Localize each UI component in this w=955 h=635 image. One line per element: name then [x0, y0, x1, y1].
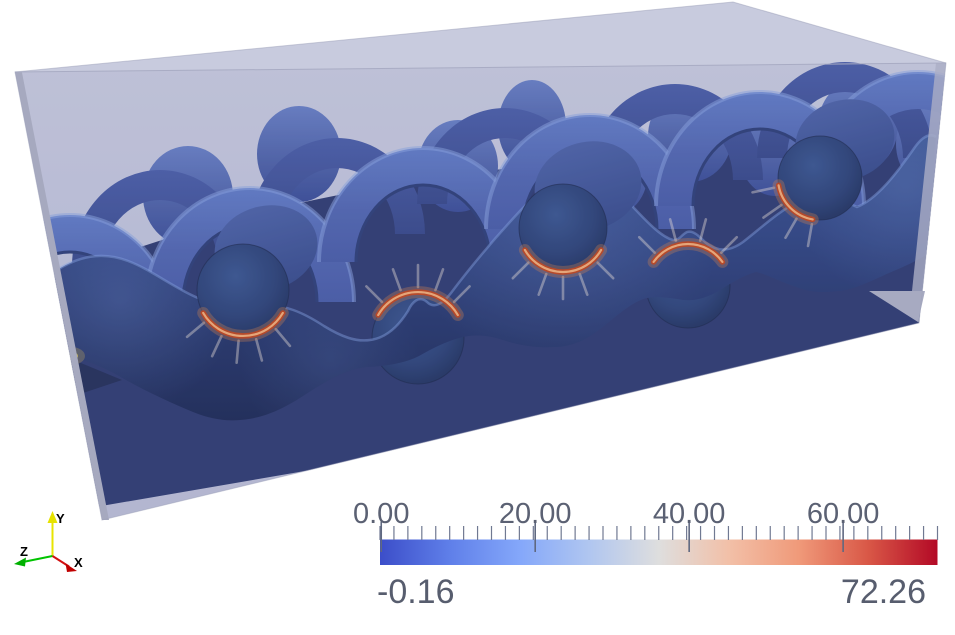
- z-axis-arrow-icon: [14, 557, 26, 567]
- y-axis-label: Y: [56, 511, 65, 526]
- z-axis-label: Z: [20, 544, 28, 559]
- cross-tow-crest-sections: [196, 99, 895, 337]
- colorbar[interactable]: 0.00 20.00 40.00 60.00 -0.16 72.26: [353, 498, 939, 611]
- box-translucency-veil: [15, 2, 946, 520]
- stress-hotspots: [185, 179, 819, 365]
- colorbar-min-label: -0.16: [377, 573, 455, 611]
- svg-text:20.00: 20.00: [499, 498, 572, 530]
- svg-text:40.00: 40.00: [653, 498, 726, 530]
- colorbar-major-labels: 0.00 20.00 40.00 60.00: [353, 498, 879, 530]
- colorbar-ticks: [379, 521, 939, 552]
- colorbar-max-label: 72.26: [841, 573, 926, 611]
- colorbar-gradient: [380, 539, 938, 565]
- y-axis-arrow-icon: [47, 511, 58, 523]
- x-axis-arrow-icon: [65, 563, 77, 572]
- woven-tows: [15, 62, 946, 520]
- x-axis-label: X: [74, 555, 83, 570]
- box-top-face: [15, 2, 946, 72]
- svg-text:0.00: 0.00: [353, 498, 409, 530]
- svg-text:60.00: 60.00: [807, 498, 880, 530]
- bounding-box-edges: [14, 1, 947, 521]
- orientation-axes-widget: Y Z X: [14, 511, 83, 572]
